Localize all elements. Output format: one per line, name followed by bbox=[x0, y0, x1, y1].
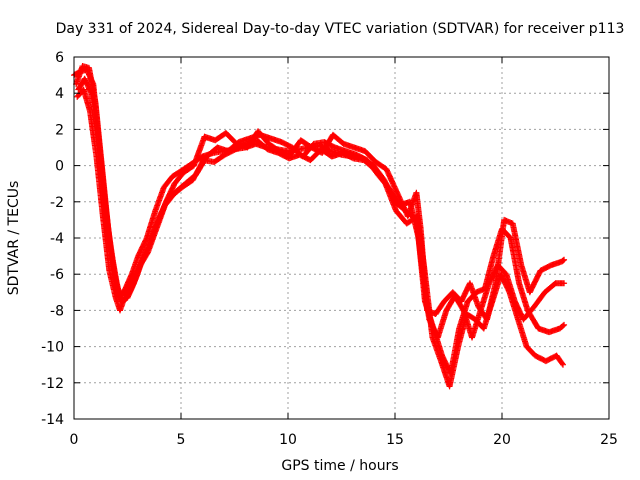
x-axis-ticks: 0 5 10 15 20 25 bbox=[70, 57, 618, 448]
y-tick-label: -4 bbox=[50, 231, 64, 247]
data-point bbox=[560, 322, 567, 329]
y-tick-label: -6 bbox=[50, 267, 64, 283]
data-point bbox=[559, 361, 566, 368]
y-tick-label: 2 bbox=[55, 122, 64, 138]
x-tick-label: 20 bbox=[493, 432, 511, 448]
y-tick-label: 6 bbox=[55, 50, 64, 66]
x-axis-label: GPS time / hours bbox=[281, 458, 398, 474]
chart-title: Day 331 of 2024, Sidereal Day-to-day VTE… bbox=[56, 21, 625, 37]
y-tick-label: 4 bbox=[55, 86, 64, 102]
y-tick-label: -12 bbox=[41, 376, 64, 392]
data-point bbox=[560, 257, 567, 264]
x-tick-label: 5 bbox=[177, 432, 186, 448]
y-axis-ticks: 6 4 2 0 -2 -4 -6 -8 -10 -12 -14 bbox=[41, 50, 609, 428]
y-tick-label: -10 bbox=[41, 340, 64, 356]
data-points bbox=[71, 63, 568, 390]
y-tick-label: -2 bbox=[50, 195, 64, 211]
data-point bbox=[559, 360, 566, 367]
y-tick-label: 0 bbox=[55, 159, 64, 175]
x-tick-label: 15 bbox=[386, 432, 404, 448]
y-tick-label: -8 bbox=[50, 303, 64, 319]
y-axis-label: SDTVAR / TECUs bbox=[6, 181, 22, 296]
data-point bbox=[561, 280, 568, 287]
data-point bbox=[561, 321, 568, 328]
y-tick-label: -14 bbox=[41, 412, 64, 428]
x-tick-label: 0 bbox=[70, 432, 79, 448]
x-tick-label: 10 bbox=[279, 432, 297, 448]
data-point bbox=[561, 256, 568, 263]
x-tick-label: 25 bbox=[600, 432, 618, 448]
